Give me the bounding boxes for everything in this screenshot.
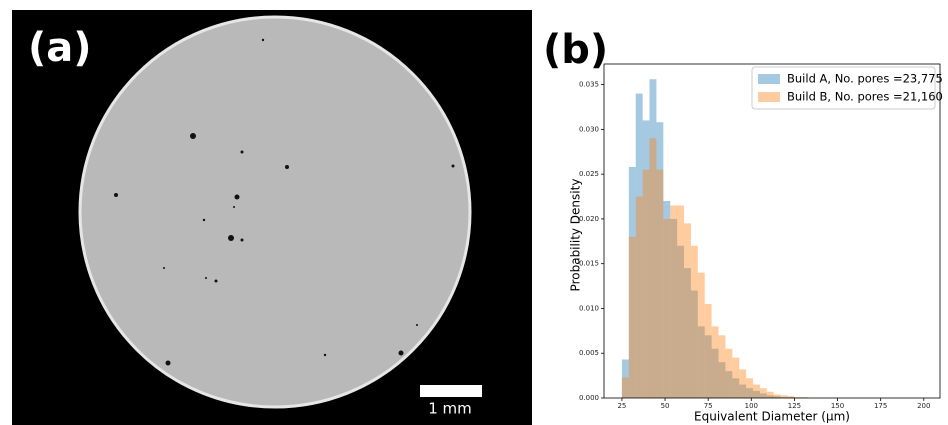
bar (787, 397, 795, 398)
x-tick-label: 25 (617, 402, 626, 410)
bar (732, 357, 740, 398)
bar (697, 272, 705, 398)
bar (773, 394, 781, 398)
bar (628, 236, 636, 398)
x-tick-label: 75 (704, 402, 713, 410)
pores (114, 38, 455, 366)
legend-swatch (758, 92, 780, 102)
y-tick-label: 0.010 (579, 304, 599, 312)
bar (621, 359, 629, 398)
y-tick-label: 0.020 (579, 215, 599, 223)
bar (739, 384, 747, 398)
bar (684, 268, 691, 398)
bar (801, 397, 809, 398)
y-tick-label: 0.015 (579, 260, 599, 268)
bar (746, 378, 754, 398)
bar (642, 120, 650, 398)
bar (690, 290, 698, 398)
bar (753, 390, 760, 398)
bar (780, 397, 788, 398)
histogram-chart: 25 50 75 100 125 150 175 200 0.000 0.005 0.010 0.01… (569, 63, 943, 424)
legend-label: Build B, No. pores =21,160 (787, 90, 943, 104)
bar (711, 348, 719, 398)
bar (725, 371, 733, 398)
x-tick-label: 175 (874, 402, 887, 410)
bar (677, 245, 685, 398)
legend-label: Build A, No. pores =23,775 (787, 72, 943, 86)
bar (649, 138, 657, 398)
bar (684, 223, 691, 398)
bar (697, 326, 705, 398)
bar (753, 384, 760, 398)
bar (780, 395, 788, 398)
bar (656, 169, 664, 398)
bar (739, 369, 747, 398)
y-axis-label: Probability Density (569, 179, 583, 292)
x-tick-label: 125 (788, 402, 801, 410)
bar (732, 378, 740, 398)
bar (718, 335, 726, 398)
x-axis-label: Equivalent Diameter (μm) (694, 410, 850, 424)
bar (704, 335, 712, 398)
bar (759, 393, 767, 398)
bar (677, 205, 685, 398)
bar (794, 397, 802, 398)
bar (766, 395, 774, 398)
legend-box (751, 66, 936, 110)
panel-label: (b) (543, 27, 608, 73)
axes-frame (603, 63, 941, 399)
bar (773, 396, 781, 398)
scale-bar (420, 385, 482, 397)
bar (766, 391, 774, 398)
y-tick-label: 0.035 (579, 81, 599, 89)
bar (718, 362, 726, 398)
y-tick-label: 0.000 (579, 394, 599, 402)
y-tick-label: 0.005 (579, 349, 599, 357)
bar (635, 196, 643, 398)
bar (670, 218, 678, 398)
bar (642, 169, 650, 398)
bar (635, 93, 643, 399)
bar (628, 166, 636, 398)
panel-label: (a) (28, 25, 92, 71)
bar (746, 388, 754, 398)
x-tick-label: 50 (661, 402, 670, 410)
legend-swatch (758, 74, 780, 84)
specimen-slice (78, 15, 472, 409)
bar (663, 218, 671, 398)
y-tick-label: 0.025 (579, 170, 599, 178)
bar (725, 348, 733, 398)
x-tick-label: 150 (831, 402, 844, 410)
y-tick-label: 0.030 (579, 125, 599, 133)
bar (759, 388, 767, 398)
bar (787, 396, 795, 398)
bar (690, 245, 698, 398)
ct-image: (a) 1 mm (12, 10, 532, 425)
bar (649, 79, 657, 398)
bar (670, 205, 678, 398)
x-tick-label: 100 (745, 402, 758, 410)
bar (711, 326, 719, 398)
bar (656, 122, 664, 399)
legend: Build A, No. pores =23,775 Build B, No. p… (751, 66, 943, 110)
x-tick-label: 200 (917, 402, 930, 410)
bar (663, 201, 671, 398)
bar (704, 303, 712, 398)
scale-bar-label: 1 mm (428, 400, 472, 418)
bar (621, 377, 629, 398)
